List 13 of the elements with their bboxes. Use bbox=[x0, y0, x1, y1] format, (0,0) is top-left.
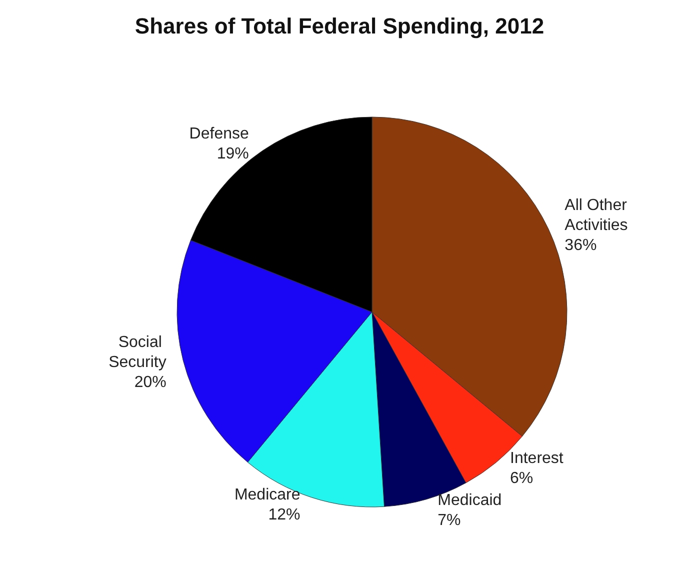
slice-label: Medicaid bbox=[438, 492, 502, 509]
slice-label: All Other Activities bbox=[564, 197, 632, 234]
data-label: 20% bbox=[134, 374, 166, 391]
chart-title: Shares of Total Federal Spending, 2012 bbox=[134, 14, 544, 38]
data-label: 12% bbox=[268, 506, 300, 524]
data-label: 19% bbox=[216, 146, 249, 163]
data-label: 6% bbox=[510, 470, 534, 487]
slice-label: Medicare bbox=[234, 486, 300, 504]
data-label: 36% bbox=[564, 237, 597, 254]
data-label: 7% bbox=[438, 512, 461, 529]
slice-label: Social Security bbox=[108, 334, 166, 371]
slice-label: Defense bbox=[189, 126, 249, 143]
slice-label: Interest bbox=[510, 450, 564, 467]
